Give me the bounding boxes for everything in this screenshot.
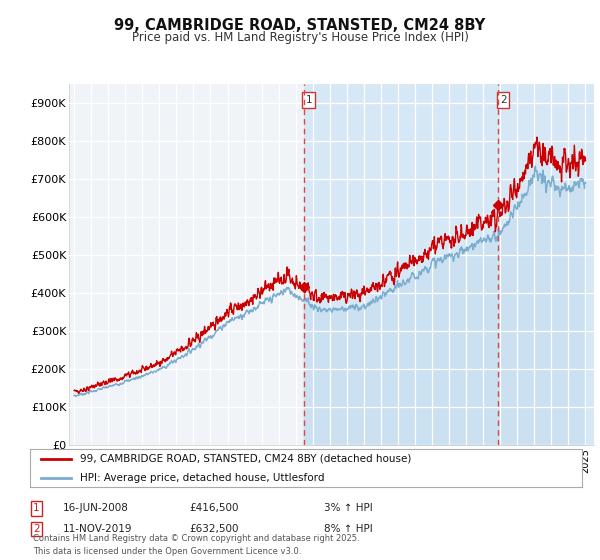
Bar	[304, 84, 594, 445]
Text: Contains HM Land Registry data © Crown copyright and database right 2025.
This d: Contains HM Land Registry data © Crown c…	[33, 534, 359, 556]
Text: Price paid vs. HM Land Registry's House Price Index (HPI): Price paid vs. HM Land Registry's House …	[131, 31, 469, 44]
Text: 99, CAMBRIDGE ROAD, STANSTED, CM24 8BY: 99, CAMBRIDGE ROAD, STANSTED, CM24 8BY	[115, 18, 485, 33]
Text: 3% ↑ HPI: 3% ↑ HPI	[324, 503, 373, 514]
Text: £632,500: £632,500	[189, 524, 239, 534]
Text: 2: 2	[500, 95, 506, 105]
Text: 16-JUN-2008: 16-JUN-2008	[63, 503, 129, 514]
Text: 8% ↑ HPI: 8% ↑ HPI	[324, 524, 373, 534]
Text: £416,500: £416,500	[189, 503, 239, 514]
Text: 99, CAMBRIDGE ROAD, STANSTED, CM24 8BY (detached house): 99, CAMBRIDGE ROAD, STANSTED, CM24 8BY (…	[80, 454, 411, 464]
Text: HPI: Average price, detached house, Uttlesford: HPI: Average price, detached house, Uttl…	[80, 473, 324, 483]
Text: 1: 1	[33, 503, 40, 514]
Text: 1: 1	[305, 95, 312, 105]
Text: 2: 2	[33, 524, 40, 534]
Text: 11-NOV-2019: 11-NOV-2019	[63, 524, 133, 534]
